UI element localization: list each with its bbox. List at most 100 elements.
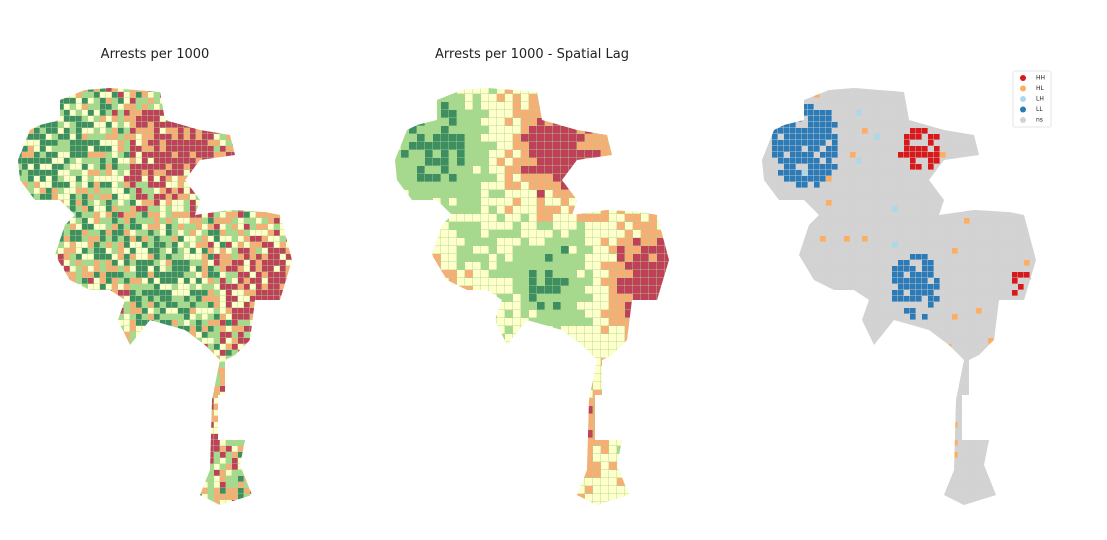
- map-cell: [465, 286, 473, 294]
- map-cell: [256, 278, 262, 284]
- map-cell: [433, 286, 441, 294]
- map-cell: [94, 88, 100, 92]
- map-cell: [40, 230, 46, 236]
- map-cell: [657, 190, 665, 198]
- map-cell: [124, 326, 130, 332]
- map-cell: [481, 390, 489, 398]
- map-cell: [425, 438, 433, 446]
- map-cell: [577, 358, 585, 366]
- map-cell: [88, 326, 94, 332]
- map-cell: [28, 140, 34, 146]
- map-cell: [40, 224, 46, 230]
- map-cell: [545, 142, 553, 150]
- map-cell: [665, 222, 669, 230]
- map-cell: [409, 414, 417, 422]
- map-cell: [184, 476, 190, 482]
- map-cell: [441, 198, 449, 206]
- map-cell: [529, 374, 537, 382]
- map-cell: [208, 458, 214, 464]
- map-cell: [34, 476, 40, 482]
- map-cell: [46, 506, 52, 512]
- map-cell: [292, 116, 298, 122]
- map-cell: [465, 150, 473, 158]
- map-cell: [274, 494, 280, 500]
- map-cell: [40, 332, 46, 338]
- map-cell: [196, 494, 202, 500]
- map-cell: [58, 104, 64, 110]
- map-cell: [232, 308, 238, 314]
- map-cell: [250, 122, 256, 128]
- map-cell: [40, 278, 46, 284]
- map-cell: [465, 126, 473, 134]
- map-cell: [465, 166, 473, 174]
- map-cell: [505, 118, 513, 126]
- map-cell: [106, 464, 112, 470]
- map-cell: [268, 242, 274, 248]
- map-cell: [657, 166, 665, 174]
- map-cell: [46, 242, 52, 248]
- map-cell: [124, 398, 130, 404]
- map-cell: [250, 494, 256, 500]
- map-cell: [46, 386, 52, 392]
- map-cell: [537, 206, 545, 214]
- map-cell: [280, 458, 286, 464]
- map-cell: [70, 368, 76, 374]
- map-cell: [34, 272, 40, 278]
- map-cell: [473, 366, 481, 374]
- map-cell: [82, 446, 88, 452]
- map-cell: [70, 338, 76, 344]
- map-cell: [649, 366, 657, 374]
- map-cell: [401, 454, 409, 462]
- map-cell: [40, 416, 46, 422]
- map-cell: [178, 362, 184, 368]
- map-cell: [553, 174, 561, 182]
- map-cell: [292, 422, 298, 428]
- map-cell: [280, 140, 286, 146]
- map-cell: [166, 88, 172, 92]
- map-cell: [593, 406, 601, 414]
- map-cell: [196, 308, 202, 314]
- map-cell: [88, 332, 94, 338]
- map-cell: [449, 326, 457, 334]
- map-cell: [88, 392, 94, 398]
- map-cell: [88, 134, 94, 140]
- map-cell: [268, 158, 274, 164]
- map-cell: [226, 218, 232, 224]
- map-cell: [268, 146, 274, 152]
- map-cell: [100, 218, 106, 224]
- map-cell: [142, 242, 148, 248]
- map-cell: [178, 146, 184, 152]
- map-cell: [214, 254, 220, 260]
- map-cell: [609, 254, 617, 262]
- map-cell: [64, 392, 70, 398]
- map-cell: [196, 398, 202, 404]
- map-cell: [569, 278, 577, 286]
- map-cell: [142, 404, 148, 410]
- map-cell: [124, 116, 130, 122]
- map-cell: [617, 214, 625, 222]
- map-cell: [465, 238, 473, 246]
- map-cell: [395, 110, 401, 118]
- map-cell: [202, 254, 208, 260]
- map-cell: [244, 320, 250, 326]
- map-cell: [70, 398, 76, 404]
- map-cell: [609, 238, 617, 246]
- map-cell: [268, 416, 274, 422]
- map-cell: [280, 224, 286, 230]
- map-cell: [214, 380, 220, 386]
- map-cell: [505, 230, 513, 238]
- map-cell: [22, 314, 28, 320]
- map-cell: [112, 446, 118, 452]
- map-cell: [425, 94, 433, 102]
- map-cell: [497, 430, 505, 438]
- map-cell: [449, 102, 457, 110]
- map-cell: [166, 338, 172, 344]
- map-cell: [148, 104, 154, 110]
- map-cell: [40, 284, 46, 290]
- map-cell: [286, 314, 292, 320]
- map-cell: [457, 126, 465, 134]
- map-cell: [401, 110, 409, 118]
- map-cell: [154, 116, 160, 122]
- map-cell: [553, 422, 561, 430]
- map-cell: [601, 150, 609, 158]
